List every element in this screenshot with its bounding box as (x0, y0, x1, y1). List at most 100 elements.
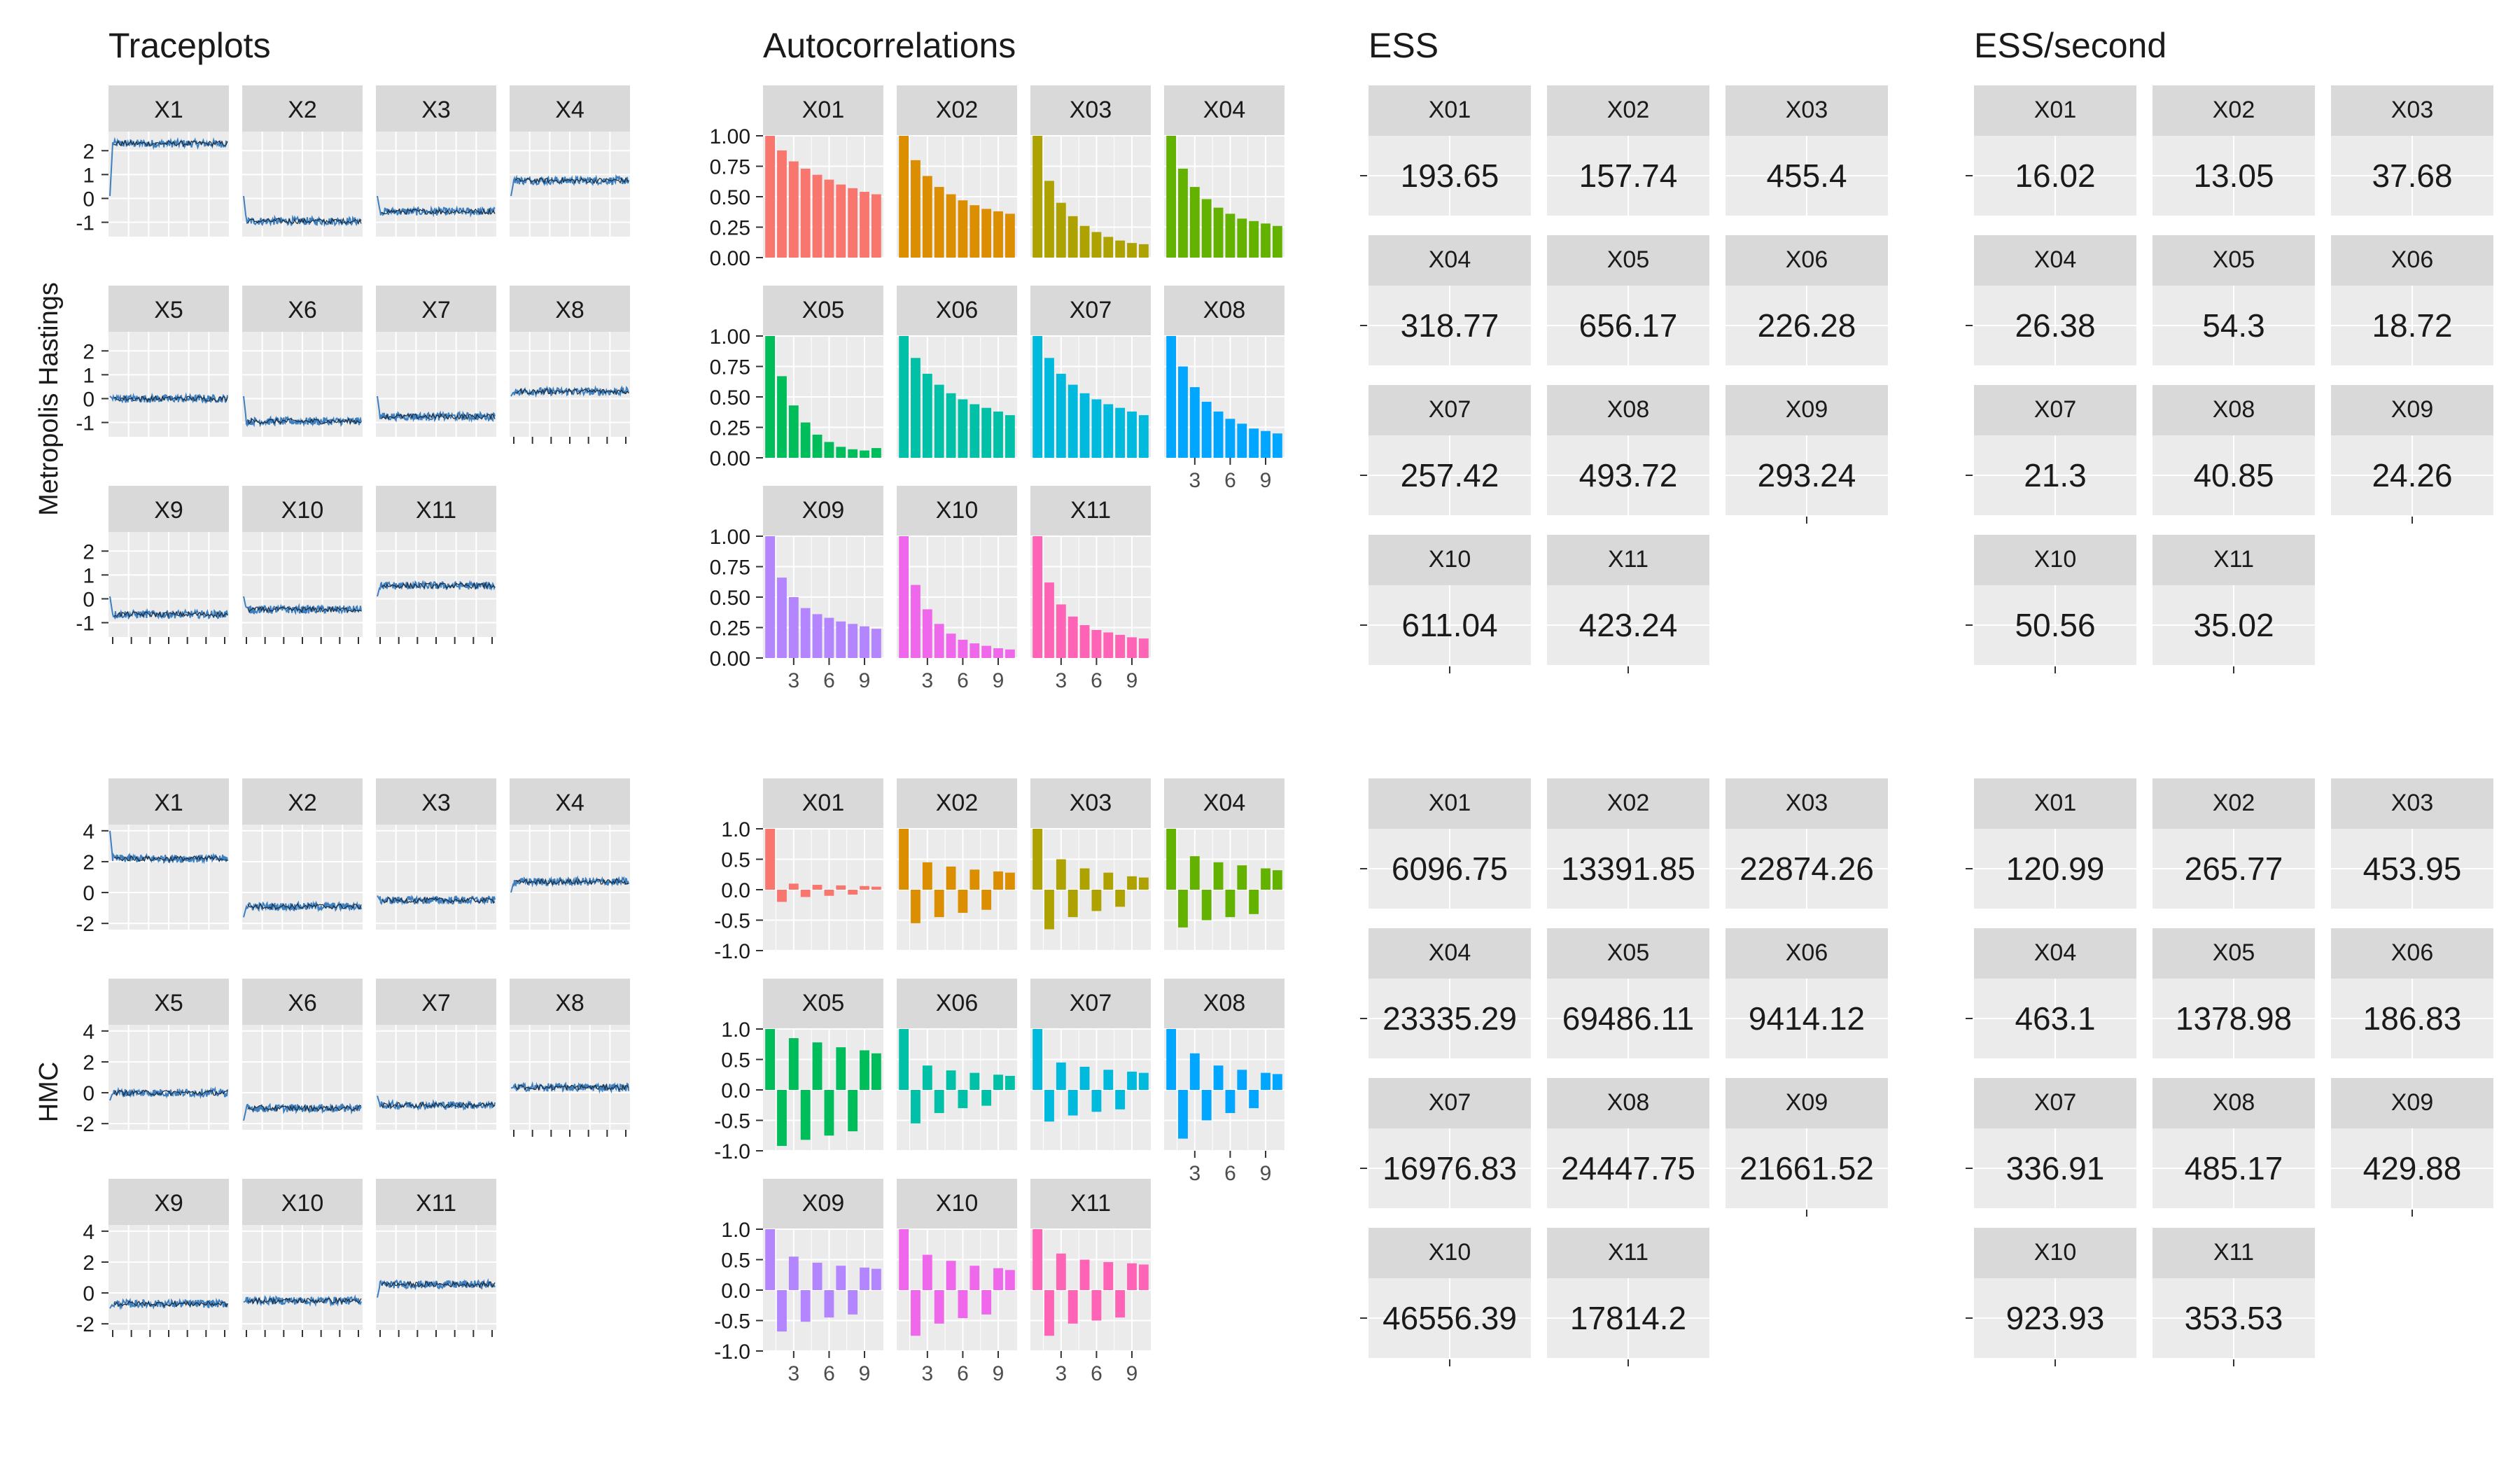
strip-label: X09 (1786, 1089, 1828, 1116)
acf-bar (1189, 387, 1200, 458)
strip (376, 1179, 496, 1225)
strip (763, 486, 883, 536)
strip-label: X11 (2213, 546, 2254, 573)
y-tick-label: 0 (83, 188, 94, 211)
acf-bar (993, 411, 1003, 458)
acf-bar (1272, 1074, 1282, 1090)
acf-bar (1032, 136, 1043, 258)
strip (242, 85, 363, 132)
strip (1974, 928, 2136, 979)
strip-label: X8 (555, 990, 584, 1016)
acf-bar (1044, 1090, 1054, 1122)
ess-panel-ess-second-hmc-x05: X05 1378.98 (2152, 928, 2315, 1058)
x-tick-label: 9 (1260, 1162, 1272, 1185)
y-tick-label: 0 (83, 1082, 94, 1105)
ess-panel-ess-second-metropolis-hastings-x01: X01 16.02 (1966, 85, 2136, 216)
acf-bar (1004, 872, 1015, 890)
ess-value: 40.85 (2193, 457, 2274, 493)
y-tick-label: 0.25 (710, 417, 750, 440)
strip (1974, 85, 2136, 136)
y-tick-label: 0.25 (710, 217, 750, 240)
ess-panel-ess-metropolis-hastings-x08: X08 493.72 (1547, 385, 1709, 515)
strip-label: X03 (2391, 790, 2434, 816)
x-tick-label: 3 (1055, 1362, 1067, 1385)
y-tick-label: 1.00 (710, 125, 750, 148)
acf-bar (1166, 829, 1177, 890)
ess-value: 265.77 (2185, 850, 2283, 887)
acf-bar (836, 447, 846, 458)
x-tick-label: 9 (1260, 469, 1272, 492)
x-tick-label: 9 (993, 1362, 1004, 1385)
strip (1974, 778, 2136, 829)
acf-panel-hmc-x06: X06 (897, 979, 1017, 1152)
ess-panel-ess-second-hmc-x11: X11 353.53 (2152, 1228, 2315, 1366)
strip-label: X7 (421, 990, 451, 1016)
ess-panel-ess-metropolis-hastings-x04: X04 318.77 (1360, 235, 1531, 365)
acf-bar (899, 536, 909, 658)
ess-panel-ess-second-metropolis-hastings-x04: X04 26.38 (1966, 235, 2136, 365)
acf-bar (1225, 890, 1236, 918)
y-tick-label: -1 (76, 212, 94, 235)
y-tick-label: 4 (83, 1021, 94, 1044)
strip-label: X05 (1607, 939, 1650, 966)
acf-bar (1068, 1090, 1078, 1116)
acf-bar (1213, 207, 1224, 258)
strip-label: X5 (154, 297, 183, 323)
strip-label: X10 (281, 1190, 324, 1217)
ess-panel-ess-hmc-x11: X11 17814.2 (1547, 1228, 1709, 1366)
strip (2152, 85, 2315, 136)
strip-label: X03 (2391, 97, 2434, 123)
acf-bar (1091, 629, 1102, 658)
x-tick-label: 6 (1224, 469, 1236, 492)
ess-panel-ess-metropolis-hastings-x11: X11 423.24 (1547, 535, 1709, 673)
acf-bar (981, 1290, 992, 1315)
acf-bar (1127, 1071, 1137, 1090)
acf-bar (1044, 582, 1054, 658)
strip (1164, 778, 1284, 829)
ess-panel-ess-second-metropolis-hastings-x08: X08 40.85 (2152, 385, 2315, 515)
y-tick-label: 0 (83, 1282, 94, 1306)
acf-bar (934, 187, 944, 258)
ess-value: 611.04 (1401, 607, 1497, 643)
strip (763, 85, 883, 136)
strip-label: X02 (1607, 97, 1650, 123)
trace-panel-metropolis-hastings-x4: X4 (510, 85, 630, 237)
strip (376, 486, 496, 532)
acf-bar (812, 174, 822, 258)
acf-bar (899, 829, 909, 890)
ess-panel-ess-hmc-x02: X02 13391.85 (1547, 778, 1709, 909)
trace-line-dark (247, 903, 362, 910)
acf-bar (946, 1070, 956, 1090)
strip-label: X08 (2213, 1089, 2255, 1116)
strip-label: X05 (1607, 246, 1650, 273)
acf-bar (1189, 187, 1200, 258)
y-tick-label: 0.00 (710, 648, 750, 671)
strip (897, 85, 1017, 136)
acf-bar (871, 1268, 881, 1290)
strip-label: X2 (288, 97, 317, 123)
ess-value: 18.72 (2372, 307, 2452, 344)
strip (242, 778, 363, 825)
acf-bar (1272, 870, 1282, 890)
acf-bar (1091, 1290, 1102, 1321)
x-tick-label: 3 (788, 1362, 799, 1385)
strip-label: X01 (802, 97, 845, 123)
acf-bar (922, 1254, 932, 1290)
acf-bar (1103, 237, 1114, 258)
strip (1726, 385, 1888, 435)
ess-panel-ess-hmc-x09: X09 21661.52 (1726, 1078, 1888, 1217)
acf-bar (788, 1256, 799, 1290)
ess-value: 6096.75 (1392, 850, 1508, 887)
acf-bar (1068, 890, 1078, 918)
acf-bar (860, 192, 869, 258)
acf-bar (911, 1290, 920, 1336)
ess-value: 193.65 (1401, 158, 1499, 194)
strip-label: X11 (2213, 1239, 2254, 1266)
ess-value: 22874.26 (1740, 850, 1874, 887)
acf-bar (1056, 202, 1066, 258)
strip (1164, 286, 1284, 336)
x-tick-label: 6 (957, 669, 969, 692)
acf-bar (1115, 1290, 1126, 1318)
x-tick-label: 3 (1189, 469, 1200, 492)
ess-panel-ess-second-hmc-x04: X04 463.1 (1966, 928, 2136, 1058)
